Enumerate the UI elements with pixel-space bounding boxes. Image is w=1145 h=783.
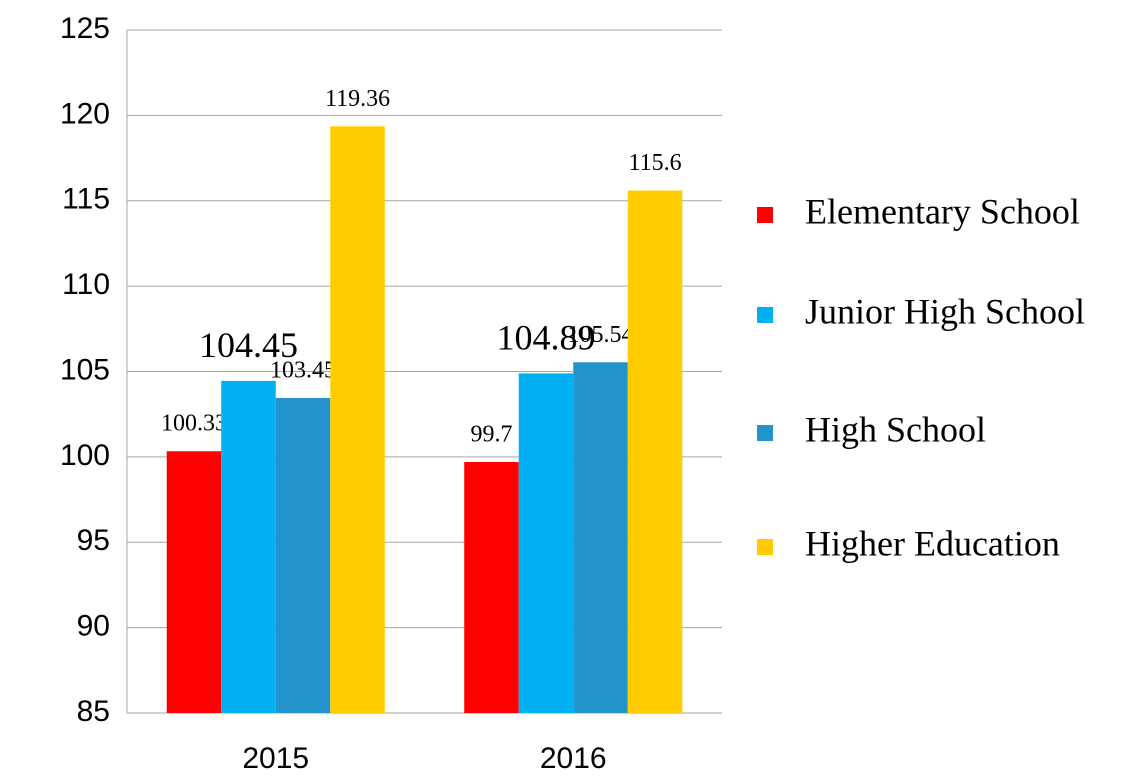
bar bbox=[464, 461, 519, 713]
y-tick-label: 115 bbox=[62, 183, 110, 216]
y-tick-label: 125 bbox=[60, 12, 110, 45]
data-label: 99.7 bbox=[470, 421, 512, 447]
legend-label: Elementary School bbox=[805, 191, 1080, 231]
data-label: 104.45 bbox=[199, 325, 298, 365]
bar bbox=[275, 397, 331, 713]
data-label: 105.54 bbox=[568, 322, 634, 348]
x-tick-label: 2016 bbox=[540, 742, 607, 775]
bar bbox=[221, 380, 276, 713]
legend-label: Higher Education bbox=[805, 523, 1060, 563]
bar bbox=[627, 190, 683, 713]
data-label: 104.89 bbox=[496, 318, 595, 358]
legend-label: Junior High School bbox=[805, 291, 1085, 331]
y-tick-label: 100 bbox=[60, 439, 110, 472]
data-label: 103.45 bbox=[270, 357, 336, 383]
legend-swatch bbox=[757, 207, 773, 223]
bar bbox=[573, 362, 628, 713]
bar bbox=[166, 451, 222, 713]
y-tick-label: 95 bbox=[77, 524, 110, 557]
data-label: 119.36 bbox=[325, 86, 390, 112]
legend-swatch bbox=[757, 307, 773, 323]
y-tick-label: 85 bbox=[77, 695, 110, 728]
bar bbox=[330, 126, 385, 714]
y-tick-label: 110 bbox=[62, 268, 110, 301]
legend-swatch bbox=[757, 539, 773, 555]
legend-swatch bbox=[757, 425, 773, 441]
data-label: 115.6 bbox=[628, 150, 681, 176]
x-tick-label: 2015 bbox=[242, 742, 309, 775]
bar bbox=[518, 373, 574, 713]
legend-label: High School bbox=[805, 409, 986, 449]
y-tick-label: 90 bbox=[77, 610, 110, 643]
y-tick-label: 120 bbox=[60, 97, 110, 130]
y-tick-label: 105 bbox=[60, 353, 110, 386]
data-label: 100.33 bbox=[161, 411, 227, 437]
